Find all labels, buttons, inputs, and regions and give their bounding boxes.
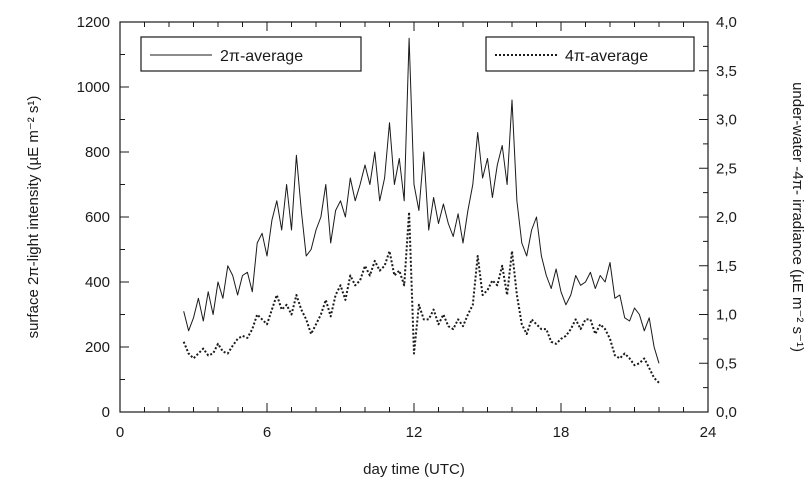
series-line-4pi [182, 211, 660, 384]
right-y-tick-label: 3,0 [716, 112, 737, 129]
right-y-tick-label: 2,5 [716, 160, 737, 177]
right-y-tick-label: 0,0 [716, 404, 737, 421]
x-tick-label: 12 [406, 424, 423, 441]
left-y-tick-label: 600 [85, 209, 110, 226]
right-y-axis-title: under-water -4π- irradiance (µE m⁻² s⁻¹) [789, 82, 806, 352]
legend-4pi: 4π-average [485, 36, 695, 72]
right-y-tick-label: 4,0 [716, 14, 737, 31]
right-y-tick-label: 1,5 [716, 258, 737, 275]
x-tick-label: 18 [553, 424, 570, 441]
right-y-tick-label: 2,0 [716, 209, 737, 226]
x-tick-label: 6 [263, 424, 271, 441]
x-axis-title: day time (UTC) [363, 461, 465, 478]
left-y-tick-label: 1200 [77, 14, 110, 31]
left-y-tick-label: 200 [85, 339, 110, 356]
left-y-tick-label: 400 [85, 274, 110, 291]
right-y-tick-label: 3,5 [716, 63, 737, 80]
right-y-tick-labels: 0,0 0,5 1,0 1,5 2,0 2,5 3,0 3,5 4,0 [716, 14, 737, 421]
legend-2pi-label: 2π-average [220, 48, 303, 65]
legend-2pi-box [140, 36, 362, 72]
legend-4pi-label: 4π-average [565, 48, 648, 65]
left-y-tick-label: 0 [102, 404, 110, 421]
legend-2pi: 2π-average [140, 36, 362, 72]
left-y-tick-label: 800 [85, 144, 110, 161]
x-tick-labels: 0 6 12 18 24 [116, 424, 717, 441]
axis-ticks [119, 21, 709, 413]
x-tick-label: 24 [700, 424, 717, 441]
plot-frame [119, 21, 709, 413]
x-tick-label: 0 [116, 424, 124, 441]
left-y-tick-label: 1000 [77, 79, 110, 96]
right-y-tick-label: 0,5 [716, 355, 737, 372]
right-y-tick-label: 1,0 [716, 307, 737, 324]
left-y-tick-labels: 0 200 400 600 800 1000 1200 [77, 14, 110, 421]
left-y-axis-title: surface 2π-light intensity (µE m⁻² s¹) [25, 96, 42, 339]
series-line-2pi [183, 37, 660, 364]
series-layer [182, 37, 660, 384]
